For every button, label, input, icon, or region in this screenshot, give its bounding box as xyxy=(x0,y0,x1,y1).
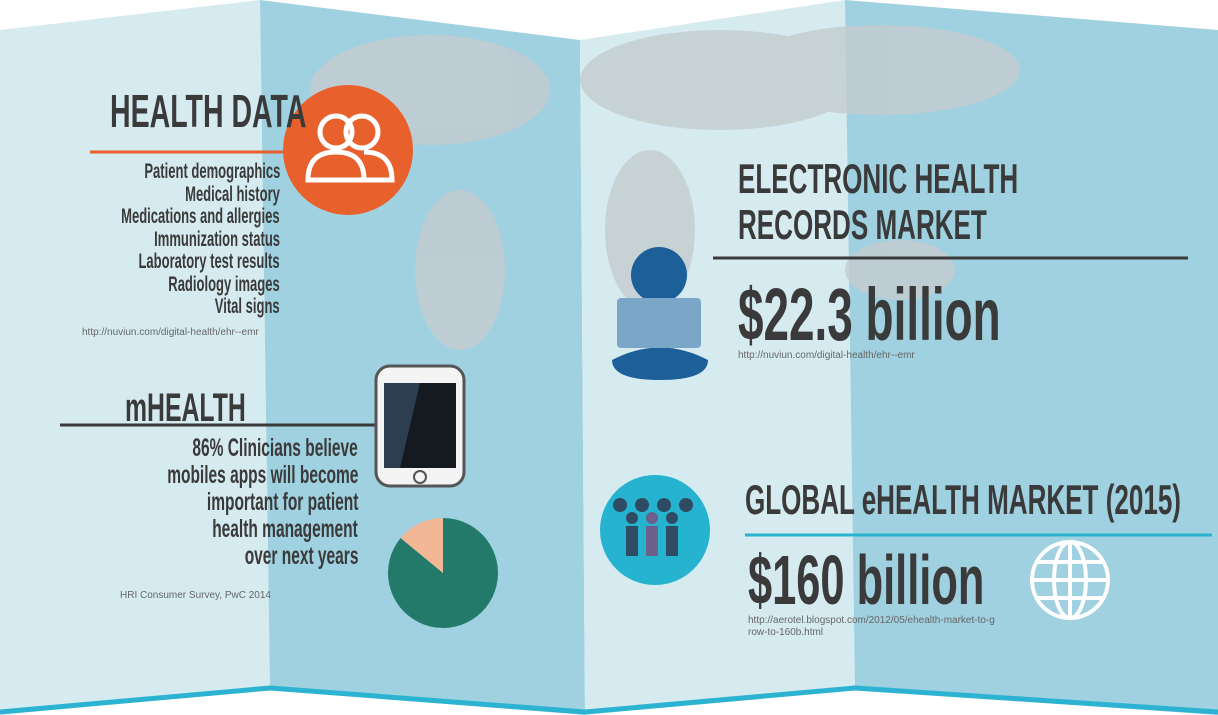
pie-slice xyxy=(387,518,498,628)
health-data-item: Vital signs xyxy=(215,295,280,318)
mhealth-line: mobiles apps will become xyxy=(166,461,358,489)
health-data-title: HEALTH DATA xyxy=(110,85,307,137)
pie-chart xyxy=(387,518,498,628)
ehr-title-line: ELECTRONIC HEALTH xyxy=(738,155,1019,202)
ehr-title: ELECTRONIC HEALTH RECORDS MARKET xyxy=(738,156,1018,248)
ehr-title-line: RECORDS MARKET xyxy=(738,201,987,248)
health-data-source: http://nuviun.com/digital-health/ehr--em… xyxy=(82,327,259,338)
health-data-item: Laboratory test results xyxy=(138,250,280,273)
ehealth-title: GLOBAL eHEALTH MARKET (2015) xyxy=(745,476,1181,523)
mhealth-line: over next years xyxy=(244,542,358,570)
ehr-source: http://nuviun.com/digital-health/ehr--em… xyxy=(738,350,915,361)
health-data-item: Medications and allergies xyxy=(121,205,280,228)
ehealth-value: $160 billion xyxy=(748,541,985,619)
mhealth-title: mHEALTH xyxy=(125,386,246,430)
mhealth-line: important for patient xyxy=(206,488,358,516)
mhealth-line: health management xyxy=(212,515,358,543)
mhealth-line: 86% Clinicians believe xyxy=(192,434,358,462)
health-data-item: Immunization status xyxy=(154,227,280,251)
health-data-item: Radiology images xyxy=(168,272,280,296)
health-data-item: Medical history xyxy=(185,182,280,206)
mhealth-source: HRI Consumer Survey, PwC 2014 xyxy=(120,590,271,601)
ehealth-source: http://aerotel.blogspot.com/2012/05/ehea… xyxy=(748,615,995,638)
health-data-item: Patient demographics xyxy=(143,160,280,183)
pie-slice xyxy=(400,518,443,573)
ehr-value: $22.3 billion xyxy=(738,273,1001,356)
